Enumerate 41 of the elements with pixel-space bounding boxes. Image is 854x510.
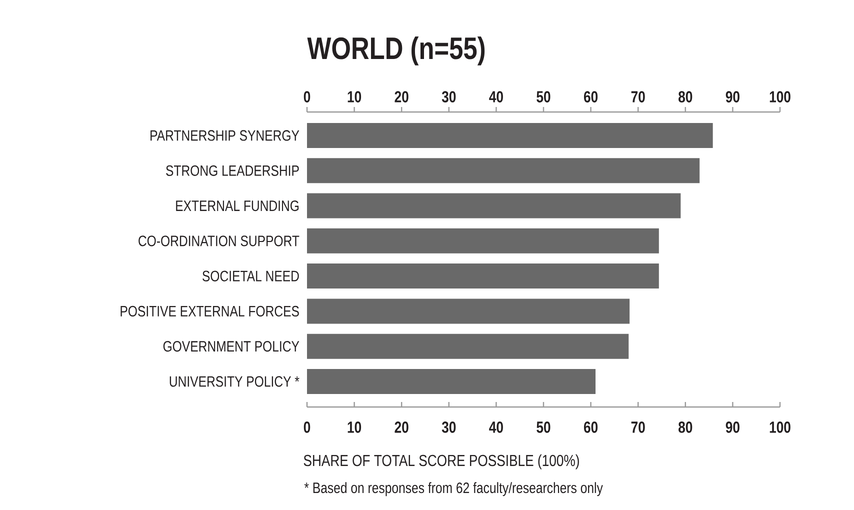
chart-title: WORLD (n=55) <box>307 36 485 66</box>
text: * Based on responses from 62 faculty/researchers only <box>304 482 603 496</box>
bar <box>307 193 681 218</box>
bar <box>307 264 659 289</box>
y-tick-label: PARTNERSHIP SYNERGY <box>150 130 300 141</box>
y-tick-label: CO-ORDINATION SUPPORT <box>138 236 300 246</box>
x2-tick-label: 90 <box>726 91 740 102</box>
x2-tick-label: 20 <box>394 91 408 102</box>
x2-tick-label: 80 <box>678 91 692 102</box>
x-tick-label: 30 <box>442 422 456 433</box>
x-tick-label: 90 <box>726 422 740 433</box>
x2-tick-label: 50 <box>536 91 550 102</box>
y-tick-label: EXTERNAL FUNDING <box>176 200 299 212</box>
x2-tick-label: 60 <box>584 91 598 102</box>
x2-tick-label: 40 <box>489 91 503 102</box>
bar <box>307 298 630 324</box>
y-tick-label: POSITIVE EXTERNAL FORCES <box>120 306 299 316</box>
x2-tick-label: 30 <box>442 91 456 102</box>
y-tick-label: UNIVERSITY POLICY * <box>170 376 300 387</box>
x2-tick-label: 100 <box>770 91 790 102</box>
x-tick-label: 0 <box>304 422 310 433</box>
x-tick-label: 50 <box>536 422 550 433</box>
x2-tick-label: 10 <box>348 91 362 102</box>
x2-tick-label: 0 <box>304 91 310 102</box>
bar <box>307 334 629 359</box>
y-tick-label: STRONG LEADERSHIP <box>166 165 299 176</box>
bar <box>307 122 713 148</box>
x-tick-label: 100 <box>770 422 790 433</box>
x-tick-label: 20 <box>394 422 408 433</box>
x-tick-label: 80 <box>678 422 692 433</box>
y-tick-label: GOVERNMENT POLICY <box>163 341 300 352</box>
bar <box>307 368 596 394</box>
x-tick-label: 40 <box>489 422 503 433</box>
bar <box>307 228 659 254</box>
bar <box>307 158 700 184</box>
x-axis-title: SHARE OF TOTAL SCORE POSSIBLE (100%) <box>304 454 579 470</box>
x-tick-label: 60 <box>584 422 598 433</box>
x-tick-label: 10 <box>348 422 362 433</box>
x-tick-label: 70 <box>631 422 645 433</box>
y-tick-label: SOCIETAL NEED <box>202 270 299 282</box>
x2-tick-label: 70 <box>631 91 645 102</box>
